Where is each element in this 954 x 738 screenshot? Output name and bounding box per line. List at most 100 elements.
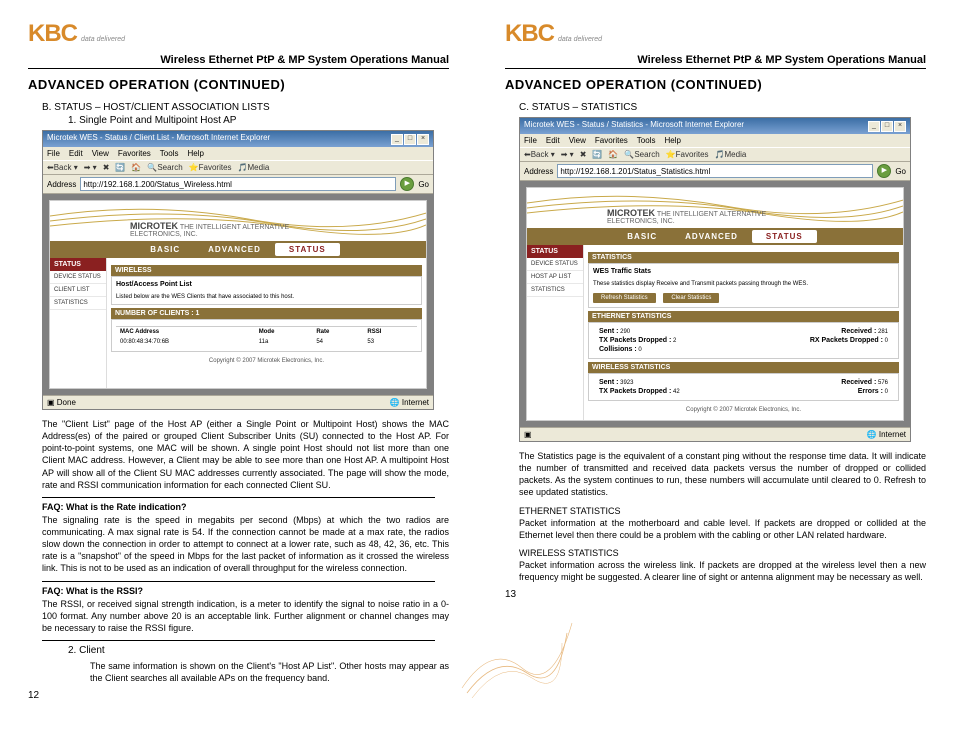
- tab-status[interactable]: STATUS: [752, 230, 817, 243]
- back-button[interactable]: ⬅Back ▾: [524, 150, 555, 159]
- refresh-icon[interactable]: 🔄: [115, 163, 125, 172]
- window-buttons: _□×: [867, 120, 906, 132]
- eth-heading: ETHERNET STATISTICS: [588, 311, 899, 322]
- media-button[interactable]: 🎵Media: [238, 163, 270, 172]
- para-clientlist: The "Client List" page of the Host AP (e…: [42, 418, 449, 491]
- min-icon[interactable]: _: [391, 134, 403, 145]
- page-header: Wireless Ethernet PtP & MP System Operat…: [28, 54, 449, 69]
- logo-text: KBC: [505, 20, 554, 48]
- stop-icon[interactable]: ✖: [580, 150, 587, 159]
- toolbar: ⬅Back ▾ ➡ ▾ ✖ 🔄 🏠 🔍Search ⭐Favorites 🎵Me…: [520, 147, 910, 162]
- menu-view[interactable]: View: [92, 149, 109, 158]
- menu-edit[interactable]: Edit: [69, 149, 83, 158]
- min-icon[interactable]: _: [868, 121, 880, 132]
- tab-basic[interactable]: BASIC: [136, 243, 194, 256]
- sidebar-client-list[interactable]: CLIENT LIST: [50, 284, 106, 297]
- fwd-button[interactable]: ➡ ▾: [561, 150, 574, 159]
- sidebar-device-status[interactable]: DEVICE STATUS: [50, 271, 106, 284]
- search-button[interactable]: 🔍Search: [624, 150, 659, 159]
- refresh-icon[interactable]: 🔄: [592, 150, 602, 159]
- statusbar: ▣ Done🌐 Internet: [43, 395, 433, 409]
- wireless-heading: WIRELESS: [111, 265, 422, 276]
- status-zone: 🌐 Internet: [390, 398, 429, 407]
- stop-icon[interactable]: ✖: [103, 163, 110, 172]
- refresh-button[interactable]: Refresh Statistics: [593, 293, 656, 303]
- tab-advanced[interactable]: ADVANCED: [671, 230, 752, 243]
- logo-text: KBC: [28, 20, 77, 48]
- url-input[interactable]: [80, 177, 396, 191]
- favorites-button[interactable]: ⭐Favorites: [666, 150, 709, 159]
- section-title: ADVANCED OPERATION (CONTINUED): [505, 77, 926, 92]
- microtek-logo: MICROTEK THE INTELLIGENT ALTERNATIVEELEC…: [607, 208, 766, 225]
- sidebar-statistics[interactable]: STATISTICS: [50, 297, 106, 310]
- col-mac: MAC Address: [116, 327, 255, 338]
- sidebar: STATUS DEVICE STATUS HOST AP LIST STATIS…: [527, 245, 584, 420]
- menu-file[interactable]: File: [47, 149, 60, 158]
- home-icon[interactable]: 🏠: [608, 150, 618, 159]
- wl-heading: WIRELESS STATISTICS: [588, 362, 899, 373]
- clients-table: MAC AddressModeRateRSSI 00:80:48:34:70:6…: [116, 326, 417, 347]
- subheading-1: 1. Single Point and Multipoint Host AP: [68, 115, 449, 126]
- fwd-button[interactable]: ➡ ▾: [84, 163, 97, 172]
- sidebar-heading: STATUS: [527, 245, 583, 258]
- menu-view[interactable]: View: [569, 136, 586, 145]
- sidebar-device-status[interactable]: DEVICE STATUS: [527, 258, 583, 271]
- table-row: 00:80:48:34:70:6B11a5453: [116, 337, 417, 347]
- tab-advanced[interactable]: ADVANCED: [194, 243, 275, 256]
- nav-tabs: BASIC ADVANCED STATUS: [50, 241, 426, 258]
- tab-status[interactable]: STATUS: [275, 243, 340, 256]
- address-bar: Address ▶Go: [520, 162, 910, 181]
- tab-basic[interactable]: BASIC: [613, 230, 671, 243]
- menu-help[interactable]: Help: [664, 136, 680, 145]
- favorites-button[interactable]: ⭐Favorites: [189, 163, 232, 172]
- go-label: Go: [418, 180, 429, 189]
- menubar: File Edit View Favorites Tools Help: [43, 147, 433, 160]
- faq-rssi-a: The RSSI, or received signal strength in…: [42, 598, 449, 634]
- menu-help[interactable]: Help: [187, 149, 203, 158]
- sidebar-heading: STATUS: [50, 258, 106, 271]
- close-icon[interactable]: ×: [417, 134, 429, 145]
- page-13: KBC data delivered Wireless Ethernet PtP…: [477, 0, 954, 713]
- menu-edit[interactable]: Edit: [546, 136, 560, 145]
- clear-button[interactable]: Clear Statistics: [663, 293, 719, 303]
- sidebar-statistics[interactable]: STATISTICS: [527, 284, 583, 297]
- main-panel: STATISTICS WES Traffic Stats These stati…: [584, 245, 903, 420]
- max-icon[interactable]: □: [881, 121, 893, 132]
- menu-tools[interactable]: Tools: [160, 149, 179, 158]
- addr-label: Address: [47, 180, 76, 189]
- divider: [42, 640, 435, 641]
- titlebar: Microtek WES - Status / Client List - Mi…: [43, 131, 433, 147]
- sidebar-hostap-list[interactable]: HOST AP LIST: [527, 271, 583, 284]
- menu-favorites[interactable]: Favorites: [595, 136, 628, 145]
- url-input[interactable]: [557, 164, 873, 178]
- home-icon[interactable]: 🏠: [131, 163, 141, 172]
- wl-text: Packet information across the wireless l…: [519, 559, 926, 583]
- menu-tools[interactable]: Tools: [637, 136, 656, 145]
- media-button[interactable]: 🎵Media: [715, 150, 747, 159]
- address-bar: Address ▶ Go: [43, 175, 433, 194]
- menu-favorites[interactable]: Favorites: [118, 149, 151, 158]
- hostap-title: Host/Access Point List: [116, 281, 192, 288]
- faq-rssi-q: FAQ: What is the RSSI?: [42, 586, 449, 596]
- max-icon[interactable]: □: [404, 134, 416, 145]
- hostap-note: Listed below are the WES Clients that ha…: [116, 294, 294, 300]
- wl-title: WIRELESS STATISTICS: [519, 547, 926, 559]
- hostap-box: Host/Access Point List Listed below are …: [111, 276, 422, 305]
- sidebar: STATUS DEVICE STATUS CLIENT LIST STATIST…: [50, 258, 107, 388]
- numclients-heading: NUMBER OF CLIENTS : 1: [111, 308, 422, 319]
- window-title: Microtek WES - Status / Client List - Mi…: [47, 133, 270, 145]
- page-number: 12: [28, 690, 449, 701]
- swirl-decoration: [457, 583, 577, 703]
- close-icon[interactable]: ×: [894, 121, 906, 132]
- menubar: File Edit View Favorites Tools Help: [520, 134, 910, 147]
- go-button[interactable]: ▶: [400, 177, 414, 191]
- window-title: Microtek WES - Status / Statistics - Mic…: [524, 120, 744, 132]
- subheading-c: C. STATUS – STATISTICS: [519, 102, 926, 113]
- search-button[interactable]: 🔍Search: [147, 163, 182, 172]
- browser-window-clientlist: Microtek WES - Status / Client List - Mi…: [42, 130, 434, 410]
- col-mode: Mode: [255, 327, 313, 338]
- menu-file[interactable]: File: [524, 136, 537, 145]
- go-button[interactable]: ▶: [877, 164, 891, 178]
- wl-stats-box: Sent : 3923Received : 576 TX Packets Dro…: [588, 373, 899, 401]
- back-button[interactable]: ⬅Back ▾: [47, 163, 78, 172]
